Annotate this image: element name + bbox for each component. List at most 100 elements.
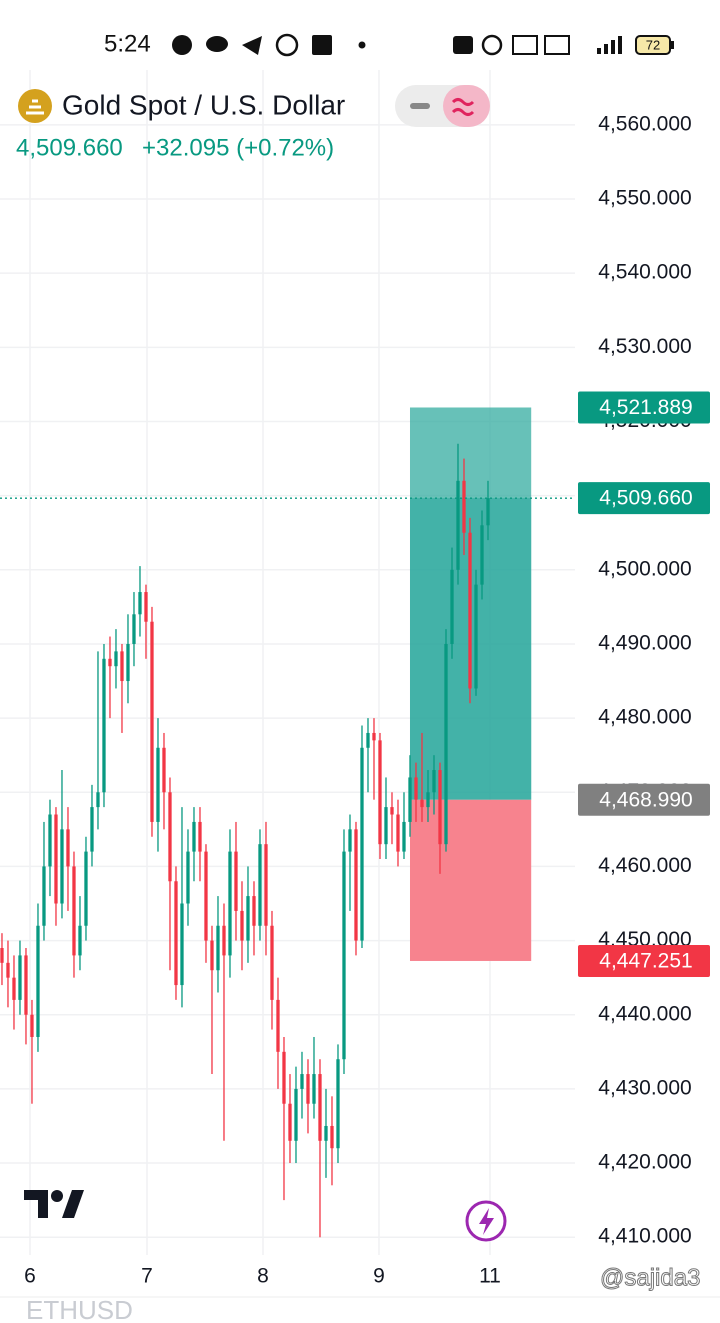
status-icon [512,35,538,55]
candle-body [84,851,88,926]
x-tick-label: 7 [141,1265,153,1288]
x-tick-label: 9 [373,1265,385,1288]
candle-body [174,881,178,986]
x-tick-label: 8 [257,1265,269,1288]
candle-body [468,532,472,689]
toggle-icon [451,98,475,116]
battery-tip [671,41,674,49]
position-tool[interactable] [409,407,532,961]
candle-body [222,925,226,956]
loss-zone [409,799,532,961]
candle-body [372,732,376,741]
candle-body [426,792,430,808]
y-tick-label: 4,430.000 [598,1076,691,1099]
candle-body [450,569,454,644]
candles [0,443,490,1238]
candle-body [168,792,172,882]
candle-body [246,896,250,941]
logo-part [24,1190,48,1218]
candle-body [294,1088,298,1141]
status-icon [544,35,570,55]
candle-body [198,821,202,852]
candle-body [336,1059,340,1149]
candle-body [144,592,148,622]
candle-body [414,777,418,800]
candle-body [102,658,106,793]
status-icon [358,41,366,49]
candle-body [162,747,166,793]
alert-icon [479,1208,494,1235]
candle-body [330,1125,334,1149]
candle-body [96,792,100,808]
y-tick-label: 4,540.000 [598,261,691,284]
candle-body [6,962,10,978]
candle-body [378,740,382,845]
price-label: 4,447.251 [599,950,692,973]
header: Gold Spot / U.S. Dollar 4,509.660 +32.09… [16,85,490,161]
candle-body [126,643,130,682]
signal-icon [597,36,622,54]
price-label: 4,509.660 [599,487,692,510]
candle-body [252,896,256,926]
logo-part [62,1190,84,1218]
y-tick-label: 4,530.000 [598,335,691,358]
symbol-title[interactable]: Gold Spot / U.S. Dollar [62,89,345,120]
candle-body [390,807,394,815]
price-label: 4,468.990 [599,788,692,811]
candle-body [318,1074,322,1141]
price-label-box [578,391,710,424]
price-label: 4,521.889 [599,396,692,419]
x-tick-label: 6 [24,1265,36,1288]
status-icon [172,35,192,55]
toggle-active[interactable] [443,85,490,127]
logo-part [51,1190,63,1202]
candle-body [18,955,22,1000]
candle-body [60,829,64,904]
candle-body [42,866,46,926]
price-label-box [578,783,710,816]
candle-body [420,799,424,808]
candle-body [30,1014,34,1037]
candle-body [108,658,112,667]
candle-body [306,1074,310,1104]
status-icon [206,36,228,52]
y-tick-label: 4,480.000 [598,706,691,729]
candle-body [270,925,274,1000]
candle-body [348,829,352,852]
candle-body [258,844,262,926]
candle-body [72,866,76,956]
candle-body [192,821,196,852]
candle-body [156,747,160,822]
status-icon [275,33,299,57]
candle-body [66,829,70,867]
candle-body [186,851,190,904]
candle-body [486,498,490,526]
candle-body [54,814,58,904]
candle-body [282,1051,286,1104]
candle-body [366,732,370,748]
watermark: @sajida3 [600,1264,700,1291]
candle-body [132,614,136,644]
symbol-tab[interactable]: ETHUSD [26,1295,133,1323]
y-tick-label: 4,490.000 [598,632,691,655]
y-tick-label: 4,420.000 [598,1151,691,1174]
price-change: +32.095 (+0.72%) [142,134,334,161]
status-icon [242,36,262,55]
tradingview-logo [24,1190,84,1218]
candle-body [354,829,358,941]
candle-body [276,999,280,1052]
status-icon [453,36,473,54]
candle-body [444,643,448,845]
candle-body [12,977,16,1000]
candle-body [210,940,214,971]
candle-body [342,851,346,1060]
candle-body [324,1125,328,1141]
last-price: 4,509.660 [16,134,123,161]
candle-body [438,770,442,845]
candle-body [456,480,460,570]
candle-body [138,592,142,615]
candle-body [432,770,436,793]
y-tick-label: 4,550.000 [598,187,691,210]
candle-body [216,925,220,971]
candle-body [114,651,118,667]
